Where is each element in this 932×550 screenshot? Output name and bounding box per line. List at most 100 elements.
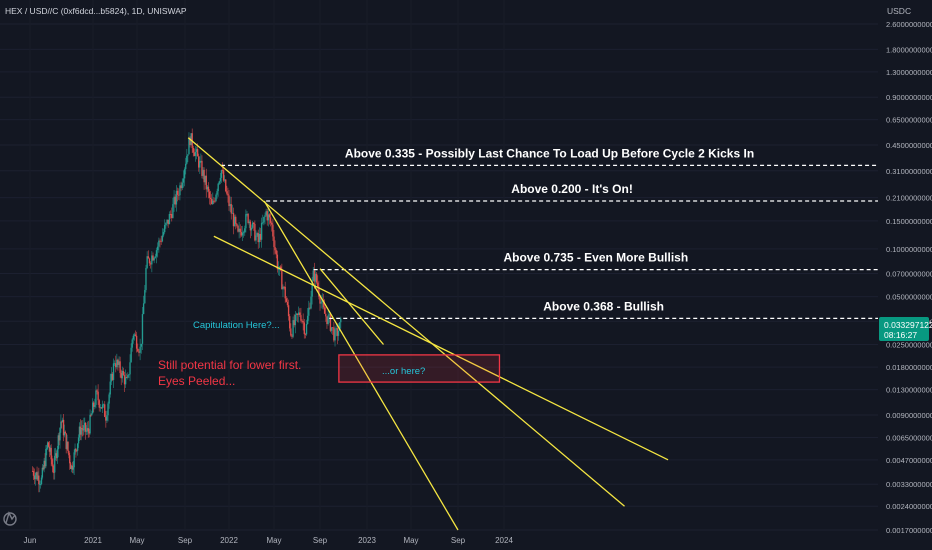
trend-line[interactable] [213,235,669,461]
candle [129,354,131,382]
candle [295,312,298,321]
candle [217,182,219,197]
candle [313,262,316,289]
candle [190,133,192,146]
candle [84,417,86,433]
candle [32,467,35,480]
candle [291,333,293,339]
candle [230,196,232,220]
candle [135,331,138,353]
candle [281,263,283,290]
price-axis: 2.6000000000 1.8000000000 1.3000000000 0.90… [886,20,932,535]
candle [60,414,62,433]
candle [68,450,70,459]
candle [209,190,212,206]
candle [239,224,241,238]
candle [31,466,34,473]
candle [327,310,329,326]
candle [100,407,103,409]
candle [67,441,69,454]
time-axis: Jun 2021 May Sep 2022 May Sep 2023 May Sep 2024 [24,536,514,545]
candle [69,452,71,470]
candle [141,307,144,351]
trend-line[interactable] [319,268,384,345]
candle [153,256,155,264]
x-tick-label: Sep [178,536,193,545]
candle [256,231,258,238]
candle [158,237,160,253]
y-tick-label: 0.0180000000 [886,363,932,372]
candle [72,461,74,474]
candle [229,196,231,213]
candle [118,356,120,368]
candle [215,193,217,203]
candle [284,281,286,303]
candle [223,175,226,183]
candle [262,214,264,225]
candle [130,343,132,363]
candle [65,433,67,454]
candle [59,427,61,449]
target-box[interactable] [338,354,501,383]
candle [46,444,48,456]
candle [330,327,333,334]
candle [94,398,96,410]
candle [226,185,228,196]
candle [131,338,133,352]
candle [303,318,305,339]
x-tick-label: May [266,536,281,545]
candle [241,225,244,242]
candle [179,182,181,201]
candle [203,167,205,190]
y-tick-label: 0.0024000000 [886,502,932,511]
candle [219,173,222,185]
candle [283,286,285,290]
candle [124,369,127,389]
candle [205,168,207,198]
candle [305,319,308,336]
candle [267,208,270,227]
candle [200,153,202,163]
candle [42,464,44,471]
level-label: Above 0.200 - It's On! [511,182,633,196]
candle [323,299,326,314]
trend-lines [187,137,669,531]
candle [306,308,309,325]
candle [117,358,119,371]
y-tick-label: 0.0065000000 [886,433,932,442]
trend-line[interactable] [187,137,625,507]
candle [300,307,302,323]
candle [38,467,40,493]
candle [115,355,117,373]
candle [144,284,146,304]
candle [52,458,54,474]
candle [199,156,201,174]
x-tick-label: Jun [24,536,37,545]
candle [314,270,317,289]
candle [299,308,301,317]
candle [293,314,295,328]
candle [112,358,115,388]
y-tick-label: 0.0130000000 [886,386,932,395]
y-tick-label: 0.0500000000 [886,293,932,302]
candle [247,212,249,225]
candle [154,253,157,259]
candle [51,455,53,467]
candle [310,290,312,310]
candle [92,398,94,414]
candle [61,417,64,423]
candle [33,468,36,485]
candle [297,306,300,323]
tradingview-logo-icon [3,511,17,526]
candle [152,252,154,262]
candle [334,326,336,347]
candle [294,311,297,334]
candle [309,302,311,310]
candle [96,388,98,395]
candle [76,443,79,456]
candle [111,372,114,382]
trend-line[interactable] [263,200,459,531]
candle [257,229,259,249]
candle [44,453,46,469]
